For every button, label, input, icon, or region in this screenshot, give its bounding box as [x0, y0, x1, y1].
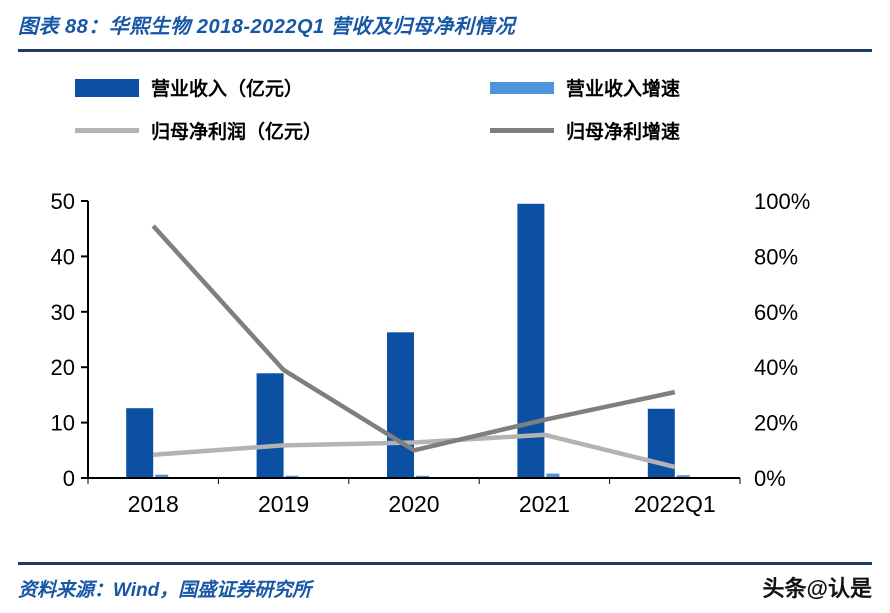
title-divider	[18, 49, 872, 52]
bar-series-1-2018	[155, 474, 169, 478]
right-axis-tick-label: 20%	[754, 411, 798, 436]
legend-item-net-profit-growth: 归母净利增速	[490, 117, 872, 144]
figure-footer: 资料来源：Wind，国盛证券研究所 头条@认是	[18, 562, 872, 603]
legend-item-revenue: 营业收入（亿元）	[75, 74, 490, 101]
legend-row-2: 归母净利润（亿元） 归母净利增速	[75, 117, 872, 144]
bar-series-1-2020	[416, 475, 429, 478]
x-axis-category-label: 2021	[519, 491, 570, 517]
legend-item-net-profit: 归母净利润（亿元）	[75, 117, 490, 144]
line-series-1	[151, 224, 676, 453]
right-axis-tick-label: 60%	[754, 300, 798, 325]
footer-divider	[18, 562, 872, 565]
right-axis-tick-label: 40%	[754, 355, 798, 380]
left-axis-tick-label: 0	[63, 466, 75, 491]
chart-legend: 营业收入（亿元） 营业收入增速 归母净利润（亿元） 归母净利增速	[75, 74, 872, 144]
figure-title: 图表 88：华熙生物 2018-2022Q1 营收及归母净利情况	[18, 16, 516, 38]
legend-label-revenue: 营业收入（亿元）	[151, 79, 304, 100]
combo-chart-svg: 0 10 20 30 40 50 0% 20% 40% 60% 80% 100% 2018 2019 202…	[51, 189, 811, 517]
chart-area: 0 10 20 30 40 50 0% 20% 40% 60% 80% 100% 2018 2019 202…	[18, 178, 872, 523]
bar-series-0-2020	[387, 332, 414, 478]
bar-series-0-2018	[126, 408, 154, 478]
bar-series-0-2019	[256, 373, 284, 478]
legend-label-revenue-growth: 营业收入增速	[566, 79, 681, 100]
x-axis-category-label: 2018	[128, 491, 179, 517]
bar-series-1-2022Q1	[676, 475, 690, 478]
bar-series-1-2019	[285, 475, 299, 478]
legend-item-revenue-growth: 营业收入增速	[490, 74, 872, 101]
left-axis-tick-label: 50	[51, 189, 75, 214]
net-profit-growth-line-swatch	[490, 128, 554, 133]
left-axis-tick-label: 40	[51, 244, 75, 269]
revenue-bar-swatch	[75, 78, 139, 97]
left-axis-tick-label: 20	[51, 355, 75, 380]
x-axis-category-label: 2019	[258, 491, 309, 517]
legend-label-net-profit: 归母净利润（亿元）	[151, 122, 323, 143]
left-axis-tick-label: 10	[51, 411, 75, 436]
right-axis-tick-label: 100%	[754, 189, 810, 214]
x-axis-category-label: 2022Q1	[634, 491, 716, 517]
net-profit-line-swatch	[75, 128, 139, 133]
right-axis-tick-label: 80%	[754, 244, 798, 269]
right-axis-tick-label: 0%	[754, 466, 786, 491]
figure-header: 图表 88：华熙生物 2018-2022Q1 营收及归母净利情况	[18, 8, 872, 47]
revenue-growth-bar-swatch	[490, 81, 554, 94]
left-axis-tick-label: 30	[51, 300, 75, 325]
source-attribution: 资料来源：Wind，国盛证券研究所	[18, 580, 312, 601]
legend-label-net-profit-growth: 归母净利增速	[566, 122, 681, 143]
x-axis-category-label: 2020	[388, 491, 439, 517]
legend-row-1: 营业收入（亿元） 营业收入增速	[75, 74, 872, 101]
bar-series-1-2021	[546, 473, 560, 478]
line-series-0	[153, 432, 676, 470]
watermark-text: 头条@认是	[762, 576, 872, 601]
bar-series-0-2021	[517, 203, 545, 478]
